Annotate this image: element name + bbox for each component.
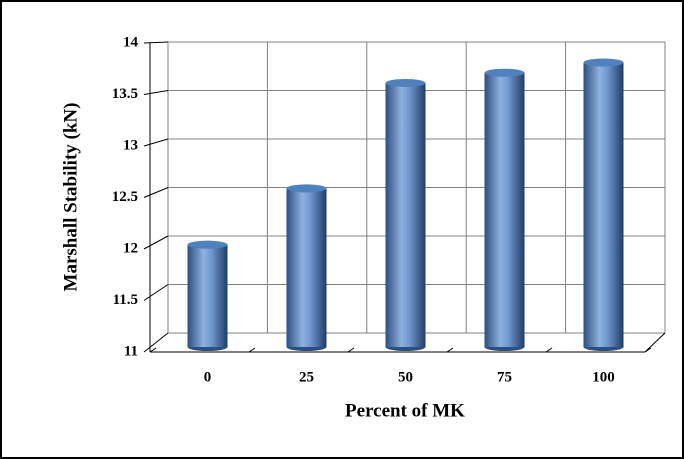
x-tick xyxy=(248,347,256,353)
bar xyxy=(187,244,228,347)
bar-top xyxy=(385,78,426,87)
y-tick xyxy=(143,187,169,198)
y-tick xyxy=(143,41,169,44)
y-tick-label: 11.5 xyxy=(113,292,138,308)
bar xyxy=(583,62,624,347)
bar-top xyxy=(286,184,327,193)
bar xyxy=(484,72,525,347)
y-tick-label: 11 xyxy=(124,343,138,359)
x-tick-label: 0 xyxy=(204,369,212,385)
y-tick xyxy=(143,284,169,301)
bar xyxy=(286,188,327,347)
bar-top xyxy=(484,68,525,77)
y-tick xyxy=(143,235,169,250)
x-tick-label: 25 xyxy=(299,369,314,385)
bar-top xyxy=(187,240,228,249)
y-axis-title: Marshall Stability (kN) xyxy=(60,103,81,292)
y-tick xyxy=(143,332,169,353)
x-tick-label: 75 xyxy=(497,369,512,385)
y-tick-label: 13 xyxy=(123,137,138,153)
y-tick xyxy=(143,90,169,95)
x-tick xyxy=(347,347,355,353)
y-tick-label: 13.5 xyxy=(112,86,138,102)
y-tick-label: 12.5 xyxy=(112,189,138,205)
x-tick xyxy=(149,347,157,353)
bar xyxy=(385,82,426,347)
x-axis-title: Percent of MK xyxy=(345,400,465,421)
x-tick xyxy=(446,347,454,353)
x-tick-label: 100 xyxy=(592,369,615,385)
x-tick-label: 50 xyxy=(398,369,413,385)
y-tick-label: 12 xyxy=(123,240,138,256)
floor-edge xyxy=(644,332,666,353)
y-tick xyxy=(143,138,169,147)
x-tick xyxy=(545,347,553,353)
x-tick xyxy=(644,347,652,353)
bar-top xyxy=(583,58,624,67)
y-tick-label: 14 xyxy=(123,34,139,50)
